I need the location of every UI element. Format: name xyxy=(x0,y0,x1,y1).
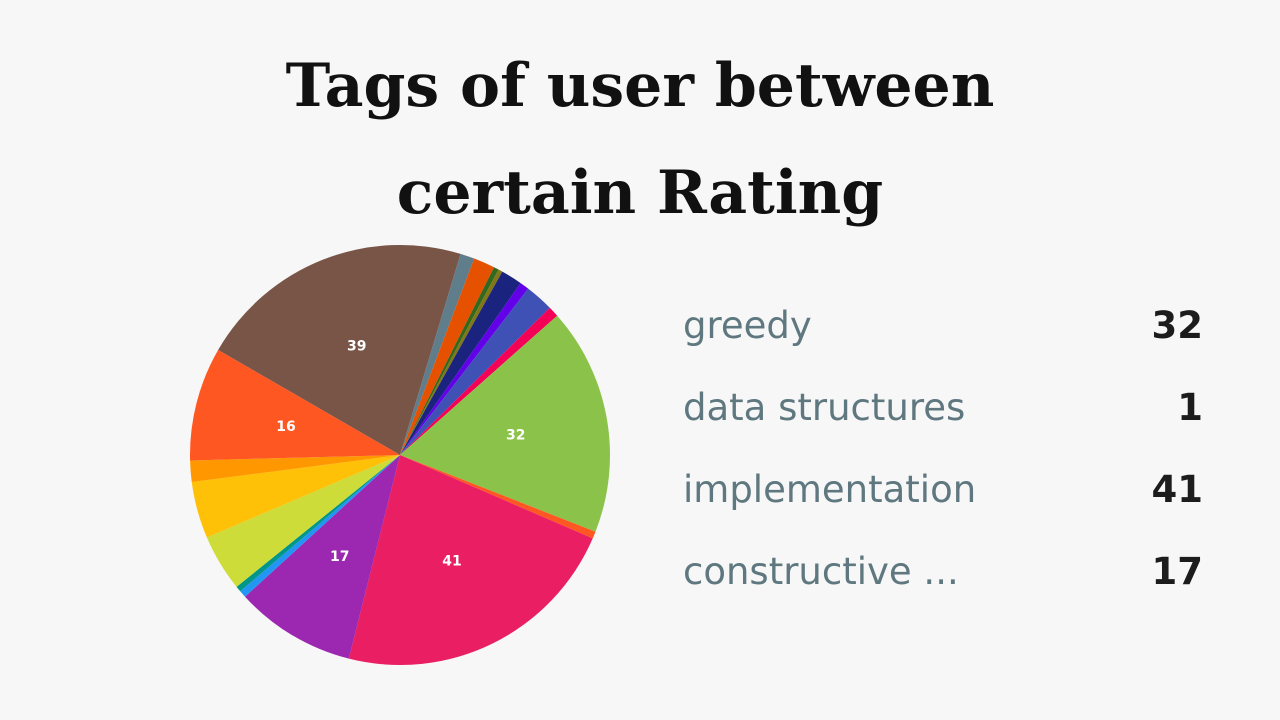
pie-slice-11[interactable] xyxy=(348,455,593,666)
pie-slice-label-18: 16 xyxy=(276,419,295,435)
legend-item-data-structures[interactable]: data structures 1 xyxy=(683,382,1203,464)
legend-value: 1 xyxy=(1177,386,1203,429)
pie-slice-0[interactable] xyxy=(218,244,461,455)
pie-slice-9[interactable] xyxy=(400,315,610,532)
pie-slice-7[interactable] xyxy=(400,288,550,455)
pie-slice-12[interactable] xyxy=(245,455,400,659)
legend-value: 17 xyxy=(1151,550,1204,593)
pie-slice-13[interactable] xyxy=(240,455,400,597)
legend-item-implementation[interactable]: implementation 41 xyxy=(683,464,1203,546)
legend-value: 41 xyxy=(1151,468,1204,511)
pie-slice-label-9: 32 xyxy=(506,428,525,444)
pie-slice-8[interactable] xyxy=(400,307,558,455)
legend-item-greedy[interactable]: greedy 32 xyxy=(683,300,1203,382)
legend-label: data structures xyxy=(683,386,966,429)
pie-slice-15[interactable] xyxy=(206,455,400,587)
pie-slice-3[interactable] xyxy=(400,267,499,455)
pie-chart: 39 32 41 17 16 xyxy=(189,244,610,666)
chart-title-line-1: Tags of user between xyxy=(285,51,995,121)
legend-label: greedy xyxy=(683,304,812,347)
legend: greedy 32 data structures 1 implementati… xyxy=(683,300,1203,628)
pie-slice-10[interactable] xyxy=(400,455,596,539)
pie-slice-2[interactable] xyxy=(400,258,495,455)
pie-slice-18[interactable] xyxy=(189,350,400,461)
pie-slice-4[interactable] xyxy=(400,269,503,455)
pie-slice-17[interactable] xyxy=(190,455,400,483)
legend-item-constructive[interactable]: constructive ... 17 xyxy=(683,546,1203,628)
pie-slice-16[interactable] xyxy=(191,455,400,538)
pie-slice-5[interactable] xyxy=(400,271,521,455)
legend-label: implementation xyxy=(683,468,977,511)
legend-value: 32 xyxy=(1151,304,1204,347)
pie-slice-14[interactable] xyxy=(236,455,400,592)
pie-slice-label-11: 41 xyxy=(442,554,461,570)
chart-title-line-2: certain Rating xyxy=(396,158,884,228)
pie-slice-label-0: 39 xyxy=(347,339,366,355)
pie-slice-1[interactable] xyxy=(400,253,475,455)
legend-label: constructive ... xyxy=(683,550,959,593)
pie-slice-label-12: 17 xyxy=(330,549,349,565)
pie-slice-6[interactable] xyxy=(400,283,529,455)
